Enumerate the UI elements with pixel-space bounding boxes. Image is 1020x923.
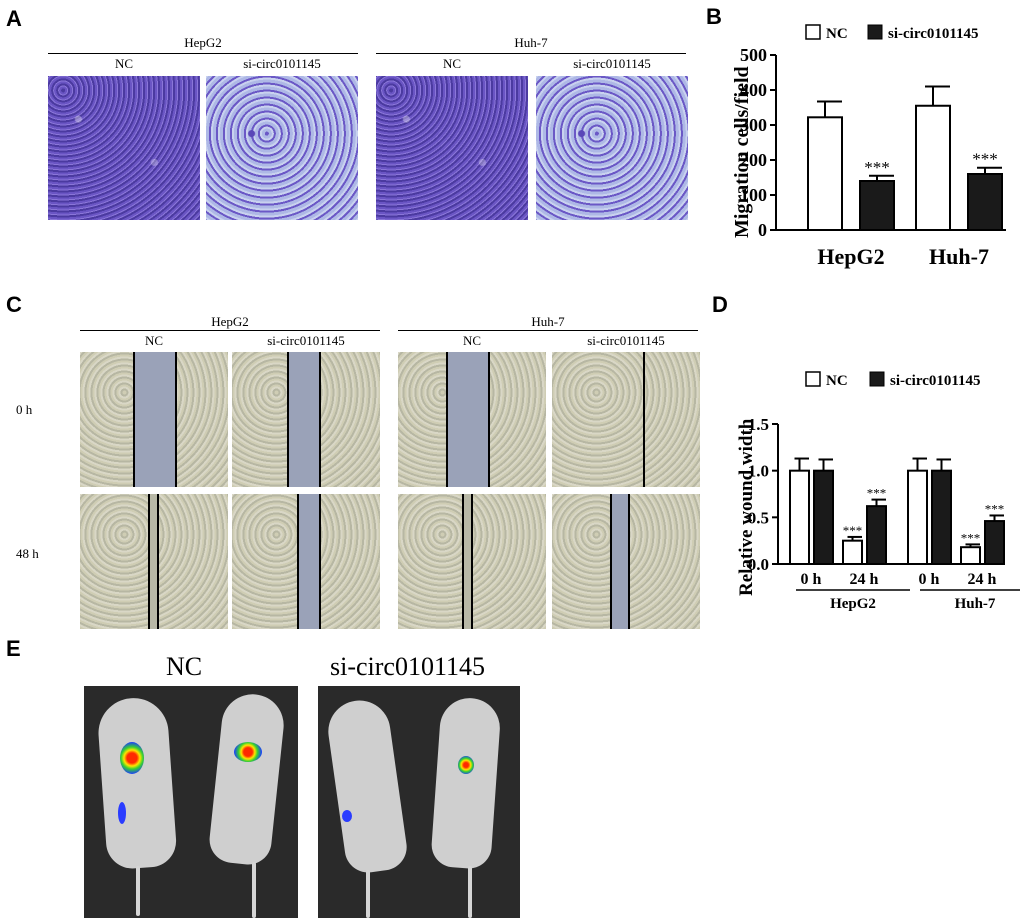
luminescence-signal — [120, 742, 144, 774]
panel-e-label-si: si-circ0101145 — [330, 652, 485, 681]
panel-a-letter: A — [6, 6, 22, 31]
luminescence-signal — [234, 742, 262, 762]
timepoint-label-48h: 48 h — [16, 546, 39, 561]
legend-si-swatch — [867, 24, 883, 40]
panel-d-letter: D — [712, 292, 728, 317]
panel-a-label-si-hepg2: si-circ0101145 — [243, 56, 321, 71]
panel-c-huh7-bracket — [398, 330, 698, 331]
y-tick-label: 400 — [740, 80, 767, 100]
panel-b-chart: NC si-circ0101145 Migration cells/field … — [731, 24, 1006, 269]
panel-a-cell-line-huh7: Huh-7 — [514, 35, 548, 50]
significance-marker: *** — [843, 523, 863, 538]
bar-si-circ0101145 — [866, 505, 887, 565]
transwell-image-hepg2-nc — [48, 76, 200, 220]
legend-si-swatch — [869, 371, 885, 387]
ivis-image-si — [318, 686, 520, 918]
x-category-label: HepG2 — [817, 244, 884, 269]
y-tick-label: 0.5 — [748, 508, 769, 527]
panel-c-letter: C — [6, 292, 22, 317]
wound-image-hepg2-nc-48h — [80, 494, 228, 629]
panel-c-hepg2-bracket — [80, 330, 380, 331]
panel-a-label-si-huh7: si-circ0101145 — [573, 56, 651, 71]
panel-c-cell-line-hepg2: HepG2 — [211, 314, 249, 329]
wound-image-huh7-si-48h — [552, 494, 700, 629]
x-category-label: 24 h — [850, 571, 879, 588]
wound-image-hepg2-si-48h — [232, 494, 380, 629]
panel-d-chart: NC si-circ0101145 Relative wound width 0… — [736, 371, 1020, 612]
bar-nc — [907, 469, 928, 565]
legend-nc-swatch — [805, 24, 821, 40]
wound-image-hepg2-nc-0h — [80, 352, 228, 487]
bar-nc — [915, 104, 951, 231]
x-category-label: 0 h — [919, 571, 940, 588]
panel-a-huh7-bracket — [376, 53, 686, 54]
panel-e-letter: E — [6, 636, 21, 661]
panel-a-label-nc-hepg2: NC — [114, 56, 134, 71]
bar-nc — [789, 469, 810, 565]
bar-si-circ0101145 — [984, 520, 1005, 565]
panel-c-label-nc-hepg2: NC — [144, 333, 164, 348]
legend-nc-label: NC — [826, 373, 848, 389]
luminescence-signal — [342, 810, 352, 822]
significance-marker: *** — [972, 150, 998, 169]
luminescence-signal — [118, 802, 126, 824]
wound-image-hepg2-si-0h — [232, 352, 380, 487]
panel-a-cell-line-hepg2: HepG2 — [184, 35, 222, 50]
luminescence-signal — [458, 756, 474, 774]
bar-nc — [842, 539, 863, 566]
x-category-label: 0 h — [801, 571, 822, 588]
panel-c-label-si-hepg2: si-circ0101145 — [267, 333, 345, 348]
y-tick-label: 0.0 — [748, 555, 769, 574]
legend-si-label: si-circ0101145 — [890, 373, 981, 389]
panel-a-hepg2-bracket — [48, 53, 358, 54]
bar-si-circ0101145 — [967, 173, 1003, 231]
wound-image-huh7-nc-0h — [398, 352, 546, 487]
wound-image-huh7-nc-48h — [398, 494, 546, 629]
significance-marker: *** — [864, 158, 890, 177]
timepoint-label-0h: 0 h — [16, 402, 33, 417]
significance-marker: *** — [985, 501, 1005, 516]
panel-a-label-nc-huh7: NC — [442, 56, 462, 71]
transwell-image-hepg2-si — [206, 76, 358, 220]
group-label: HepG2 — [830, 596, 876, 612]
bar-si-circ0101145 — [859, 180, 895, 231]
y-tick-label: 200 — [740, 150, 767, 170]
panel-b-letter: B — [706, 4, 722, 29]
panel-c-label-nc-huh7: NC — [462, 333, 482, 348]
y-tick-label: 100 — [740, 185, 767, 205]
wound-image-huh7-si-0h — [552, 352, 700, 487]
transwell-image-huh7-si — [536, 76, 688, 220]
bar-nc — [960, 546, 981, 565]
y-tick-label: 500 — [740, 45, 767, 65]
x-category-label: Huh-7 — [929, 244, 989, 269]
significance-marker: *** — [867, 486, 887, 501]
bar-si-circ0101145 — [931, 469, 952, 565]
bar-nc — [807, 116, 843, 231]
legend-nc-swatch — [805, 371, 821, 387]
transwell-image-huh7-nc — [376, 76, 528, 220]
y-tick-label: 0 — [758, 220, 767, 240]
y-tick-label: 300 — [740, 115, 767, 135]
significance-marker: *** — [961, 530, 981, 545]
y-tick-label: 1.0 — [748, 462, 769, 481]
group-label: Huh-7 — [955, 596, 996, 612]
y-tick-label: 1.5 — [748, 415, 769, 434]
bar-si-circ0101145 — [813, 469, 834, 565]
y-axis-label: Migration cells/field — [731, 66, 753, 238]
panel-c-cell-line-huh7: Huh-7 — [531, 314, 565, 329]
panel-c-label-si-huh7: si-circ0101145 — [587, 333, 665, 348]
panel-e-label-nc: NC — [166, 652, 203, 681]
ivis-image-nc — [84, 686, 298, 918]
x-category-label: 24 h — [968, 571, 997, 588]
legend-nc-label: NC — [826, 26, 848, 42]
legend-si-label: si-circ0101145 — [888, 26, 979, 42]
y-axis-label: Relative wound width — [736, 418, 757, 596]
